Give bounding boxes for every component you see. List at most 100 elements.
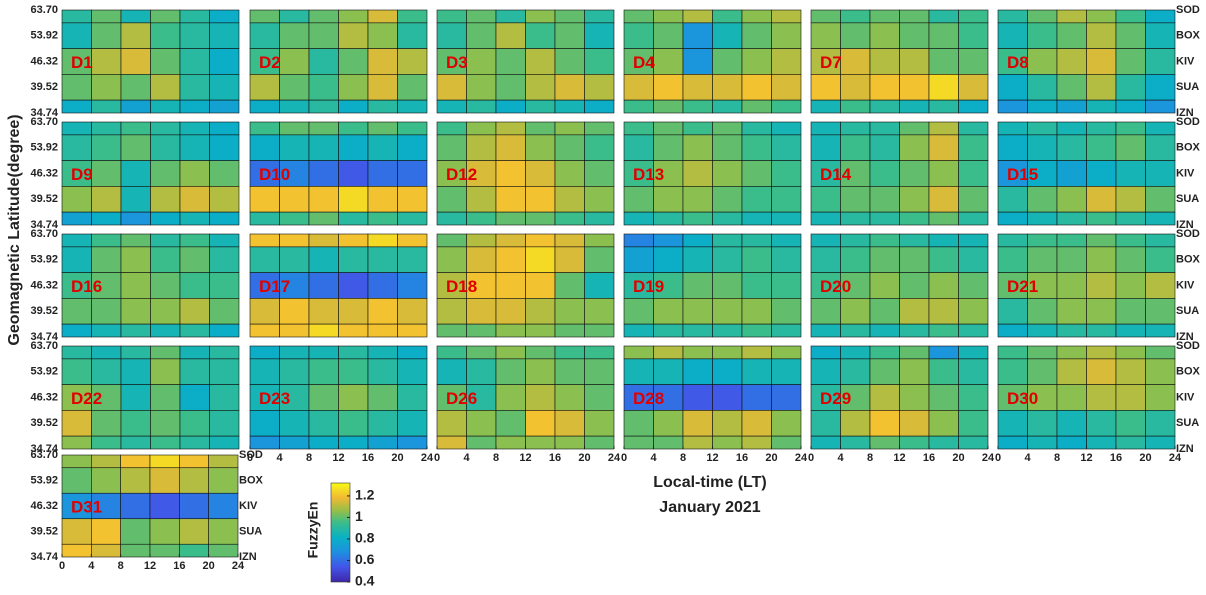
panel: D31 bbox=[61, 454, 239, 558]
heat-cell bbox=[495, 121, 526, 136]
heat-cell bbox=[869, 22, 900, 49]
heat-cell bbox=[899, 298, 930, 325]
heat-cell bbox=[367, 160, 398, 187]
heat-cell bbox=[958, 74, 989, 101]
heat-cell bbox=[840, 99, 871, 114]
heat-cell bbox=[997, 211, 1028, 226]
heat-cell bbox=[208, 467, 239, 494]
heat-cell bbox=[958, 435, 989, 450]
heat-cell bbox=[249, 246, 280, 273]
heat-cell bbox=[61, 467, 92, 494]
heat-cell bbox=[397, 410, 428, 437]
heat-cell bbox=[869, 298, 900, 325]
heat-cell bbox=[653, 345, 684, 360]
heat-cell bbox=[653, 160, 684, 187]
heat-cell bbox=[91, 454, 121, 469]
y-tick-label: 63.70 bbox=[30, 340, 58, 352]
heat-cell bbox=[682, 160, 713, 187]
heat-cell bbox=[1086, 99, 1117, 114]
heat-cell bbox=[712, 345, 743, 360]
heat-cell bbox=[495, 345, 526, 360]
heat-cell bbox=[554, 435, 585, 450]
heat-cell bbox=[436, 410, 467, 437]
heat-cell bbox=[1056, 74, 1087, 101]
heat-cell bbox=[249, 323, 280, 338]
heat-cell bbox=[1056, 233, 1087, 248]
heat-cell bbox=[1115, 99, 1146, 114]
x-tick-label: 20 bbox=[391, 452, 403, 464]
heat-cell bbox=[179, 22, 210, 49]
y-tick-label: 53.92 bbox=[30, 474, 58, 486]
heat-cell bbox=[150, 211, 181, 226]
heat-cell bbox=[741, 186, 772, 213]
heat-cell bbox=[1086, 233, 1117, 248]
heat-cell bbox=[771, 246, 802, 273]
heat-cell bbox=[495, 74, 526, 101]
heat-cell bbox=[899, 272, 930, 299]
heat-cell bbox=[525, 211, 556, 226]
heat-cell bbox=[899, 48, 930, 75]
heat-cell bbox=[810, 272, 841, 299]
heat-cell bbox=[1086, 134, 1117, 161]
heat-cell bbox=[208, 543, 239, 558]
station-label: SOD bbox=[1176, 340, 1200, 352]
heat-cell bbox=[771, 9, 802, 24]
heat-cell bbox=[1056, 246, 1087, 273]
heat-cell bbox=[208, 454, 239, 469]
heat-cell bbox=[554, 358, 585, 385]
heat-cell bbox=[869, 74, 900, 101]
heat-cell bbox=[1027, 186, 1058, 213]
heat-cell bbox=[771, 298, 802, 325]
station-label: BOX bbox=[1176, 142, 1201, 154]
y-tick-label: 46.32 bbox=[30, 279, 58, 291]
heat-cell bbox=[209, 186, 240, 213]
x-tick-label: 24 bbox=[1169, 452, 1182, 464]
heat-cell bbox=[495, 134, 526, 161]
heat-cell bbox=[367, 99, 398, 114]
heat-cell bbox=[466, 48, 497, 75]
heat-cell bbox=[249, 298, 280, 325]
heat-cell bbox=[466, 121, 497, 136]
heat-cell bbox=[279, 410, 310, 437]
heat-cell bbox=[150, 410, 181, 437]
station-label: KIV bbox=[1176, 167, 1195, 179]
heat-cell bbox=[338, 99, 369, 114]
colorbar bbox=[330, 482, 351, 583]
heat-cell bbox=[712, 9, 743, 24]
heat-cell bbox=[525, 246, 556, 273]
y-tick-label: 39.52 bbox=[30, 525, 58, 537]
heat-cell bbox=[958, 186, 989, 213]
heat-cell bbox=[997, 298, 1028, 325]
heat-cell bbox=[771, 323, 802, 338]
heat-cell bbox=[712, 410, 743, 437]
heat-cell bbox=[1115, 272, 1146, 299]
heat-cell bbox=[554, 298, 585, 325]
heat-cell bbox=[712, 384, 743, 411]
heat-cell bbox=[810, 323, 841, 338]
heat-cell bbox=[899, 121, 930, 136]
heat-cell bbox=[91, 358, 122, 385]
heat-cell bbox=[209, 22, 240, 49]
heat-cell bbox=[1115, 22, 1146, 49]
heat-cell bbox=[928, 233, 959, 248]
x-tick-label: 20 bbox=[1139, 452, 1151, 464]
heat-cell bbox=[525, 298, 556, 325]
heat-cell bbox=[209, 246, 240, 273]
panel: D3 bbox=[436, 9, 615, 114]
heat-cell bbox=[682, 134, 713, 161]
heat-cell bbox=[623, 323, 654, 338]
panel: D28 bbox=[623, 345, 802, 450]
heat-cell bbox=[495, 272, 526, 299]
heat-cell bbox=[1145, 298, 1176, 325]
heat-cell bbox=[1027, 298, 1058, 325]
heat-cell bbox=[741, 9, 772, 24]
heat-cell bbox=[958, 345, 989, 360]
heat-cell bbox=[1056, 384, 1087, 411]
heat-cell bbox=[397, 22, 428, 49]
heat-cell bbox=[810, 9, 841, 24]
heat-cell bbox=[308, 134, 339, 161]
heat-cell bbox=[1027, 410, 1058, 437]
panel-label: D16 bbox=[71, 277, 102, 296]
heat-cell bbox=[367, 74, 398, 101]
heat-cell bbox=[150, 233, 181, 248]
